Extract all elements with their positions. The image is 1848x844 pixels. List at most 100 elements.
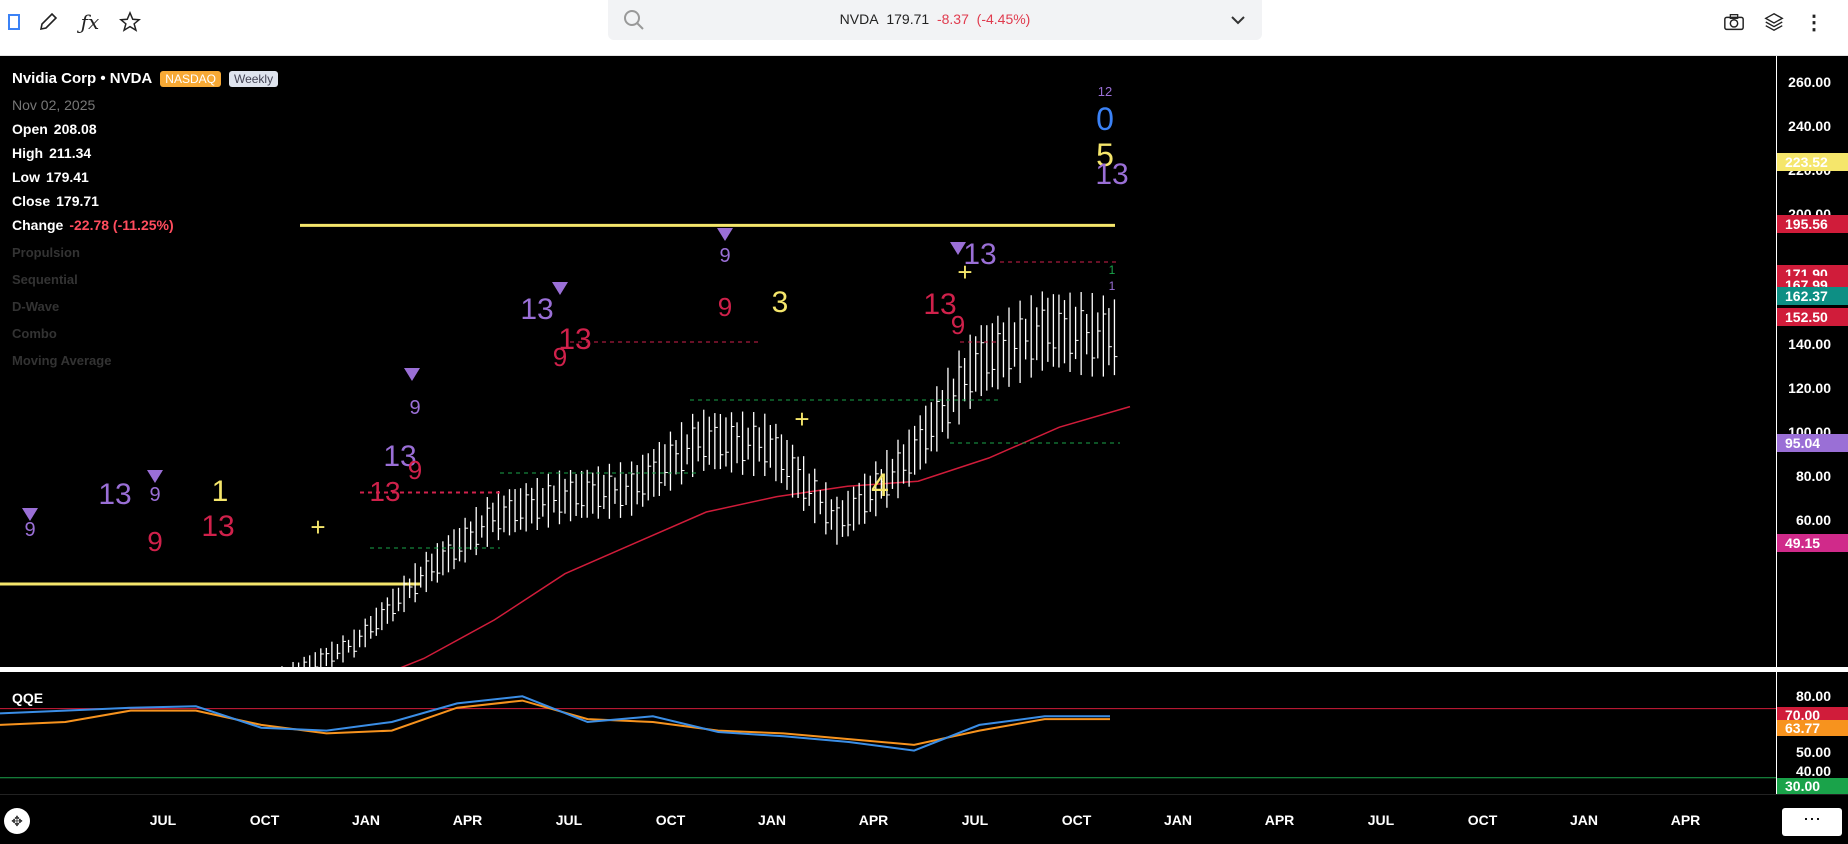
price-tick-7: 80.00 [1796,468,1831,484]
top-toolbar: ƒx NVDA 179.71 -8.37 (-4.45%) ⋮ [0,0,1848,56]
price-tag-text: 152.50 [1785,309,1828,325]
qqe-tick-0: 80.00 [1796,688,1831,704]
price-chart[interactable]: 9 13 9 1 13 9 13 13 9 9 13 13 9 9 9 3 4 13 13 9 0 5 13 12 + + +1 1 [0,56,1776,755]
time-label-15: APR [1671,812,1701,828]
indicator-propulsion[interactable]: Propulsion [12,245,80,260]
book-icon[interactable] [0,8,28,36]
qqe-axis[interactable]: 80.00 50.00 40.00 70.00 63.77 30.00 [1776,672,1848,794]
price-tag-bg [1777,215,1848,233]
quote-price: 179.71 [886,11,930,27]
open-row: Open 208.08 [12,121,278,137]
signal-triangle-0 [22,508,38,521]
high-label: High [12,145,44,161]
sequential-label-16: 4 [871,467,889,503]
time-label-9: OCT [1062,812,1092,828]
time-label-3: APR [453,812,483,828]
sequential-label-14: 9 [718,292,732,322]
price-tag-5: 152.50 [1777,308,1848,326]
qqe-tag-1: 63.77 [1777,720,1848,736]
price-tag-6: 95.04 [1777,434,1848,452]
sequential-label-25: + [794,404,809,434]
sequential-label-2: 9 [149,484,160,506]
price-tag-text: 49.15 [1785,535,1820,551]
price-tag-text: 95.04 [1785,435,1820,451]
sequential-label-18: 13 [923,288,956,321]
time-label-7: APR [859,812,889,828]
sequential-label-10: 13 [520,293,553,326]
price-axis-svg: 260.00240.00220.00200.00140.00120.00100.… [1777,74,1848,552]
more-options-button[interactable]: ⋯ [1782,808,1842,836]
price-tick-5: 120.00 [1788,380,1831,396]
move-icon[interactable]: ✥ [4,808,30,834]
open-value: 208.08 [53,121,97,137]
signal-triangle-5 [950,242,966,255]
quote-change: -8.37 [936,11,969,27]
qqe-panel[interactable] [0,672,1776,794]
close-value: 179.71 [56,193,99,209]
change-row: Change -22.78 (-11.25%) [12,217,278,233]
close-row: Close 179.71 [12,193,278,209]
sequential-label-19: 9 [951,310,965,340]
symbol-search[interactable]: NVDA 179.71 -8.37 (-4.45%) [608,0,1262,40]
sequential-label-23: 12 [1098,84,1112,99]
moving-average-line [0,405,1131,755]
time-label-5: OCT [656,812,686,828]
indicator-sequential[interactable]: Sequential [12,272,78,287]
symbol-title: Nvidia Corp • NVDA NASDAQ Weekly [12,70,279,87]
chevron-down-icon[interactable] [1228,10,1248,30]
sequential-label-7: 13 [369,476,400,507]
close-label: Close [12,193,51,209]
qqe-tag-0: 70.00 [1777,707,1848,723]
sequential-label-17: 13 [963,238,996,271]
signal-triangle-2 [404,368,420,381]
qqe-tag-text: 70.00 [1785,707,1820,723]
time-label-12: JUL [1368,812,1395,828]
sequential-label-22: 13 [1095,158,1128,191]
price-axis[interactable]: 260.00240.00220.00200.00140.00120.00100.… [1776,56,1848,667]
price-tag-bg [1777,308,1848,326]
indicator-combo[interactable]: Combo [12,326,57,341]
sequential-label-15: 3 [772,286,789,319]
price-tag-4: 162.37 [1777,287,1848,305]
ohlc-info-panel: Nvidia Corp • NVDA NASDAQ Weekly Nov 02,… [12,70,279,368]
sequential-label-11: 13 [558,323,591,356]
indicator-moving-average[interactable]: Moving Average [12,353,112,368]
qqe-tag-bg [1777,720,1848,736]
timeframe-badge[interactable]: Weekly [228,70,279,87]
more-vertical-icon[interactable]: ⋮ [1804,11,1824,34]
quote-symbol: NVDA [839,11,879,27]
time-label-11: APR [1265,812,1295,828]
signal-triangle-3 [552,282,568,295]
qqe-label: QQE [12,690,44,706]
qqe-tick-2: 40.00 [1796,763,1831,779]
sequential-label-26: + [957,257,972,287]
time-axis[interactable]: JUL OCT JAN APR JUL OCT JAN APR JUL OCT JAN APR JUL O… [0,776,1848,844]
pencil-icon[interactable] [34,8,62,36]
pane-separator[interactable] [0,667,1848,672]
sequential-label-5: 9 [147,526,163,557]
function-icon[interactable]: ƒx [80,10,100,34]
sequential-label-8: 9 [408,455,422,485]
search-icon [624,10,644,30]
qqe-tag-bg [1777,707,1848,723]
camera-icon[interactable] [1720,8,1748,36]
indicator-dwave[interactable]: D-Wave [12,299,60,314]
sequential-label-21: 5 [1096,137,1114,173]
price-tag-bg [1777,434,1848,452]
low-row: Low 179.41 [12,169,278,185]
price-tag-1: 195.56 [1777,215,1848,233]
layers-icon[interactable] [1760,8,1788,36]
open-label: Open [12,121,48,137]
price-tick-1: 240.00 [1788,118,1831,134]
sequential-label-4: 13 [201,510,234,543]
time-label-6: JAN [758,812,786,828]
signal-triangle-4 [717,228,733,241]
star-icon[interactable] [116,8,144,36]
symbol-name: Nvidia Corp • NVDA [12,70,153,87]
qqe-tag-2: 30.00 [1777,778,1848,794]
sequential-label-20: 0 [1096,101,1114,137]
sequential-label-1: 13 [98,478,131,511]
price-tag-text: 195.56 [1785,216,1828,232]
bar-date: Nov 02, 2025 [12,97,96,113]
